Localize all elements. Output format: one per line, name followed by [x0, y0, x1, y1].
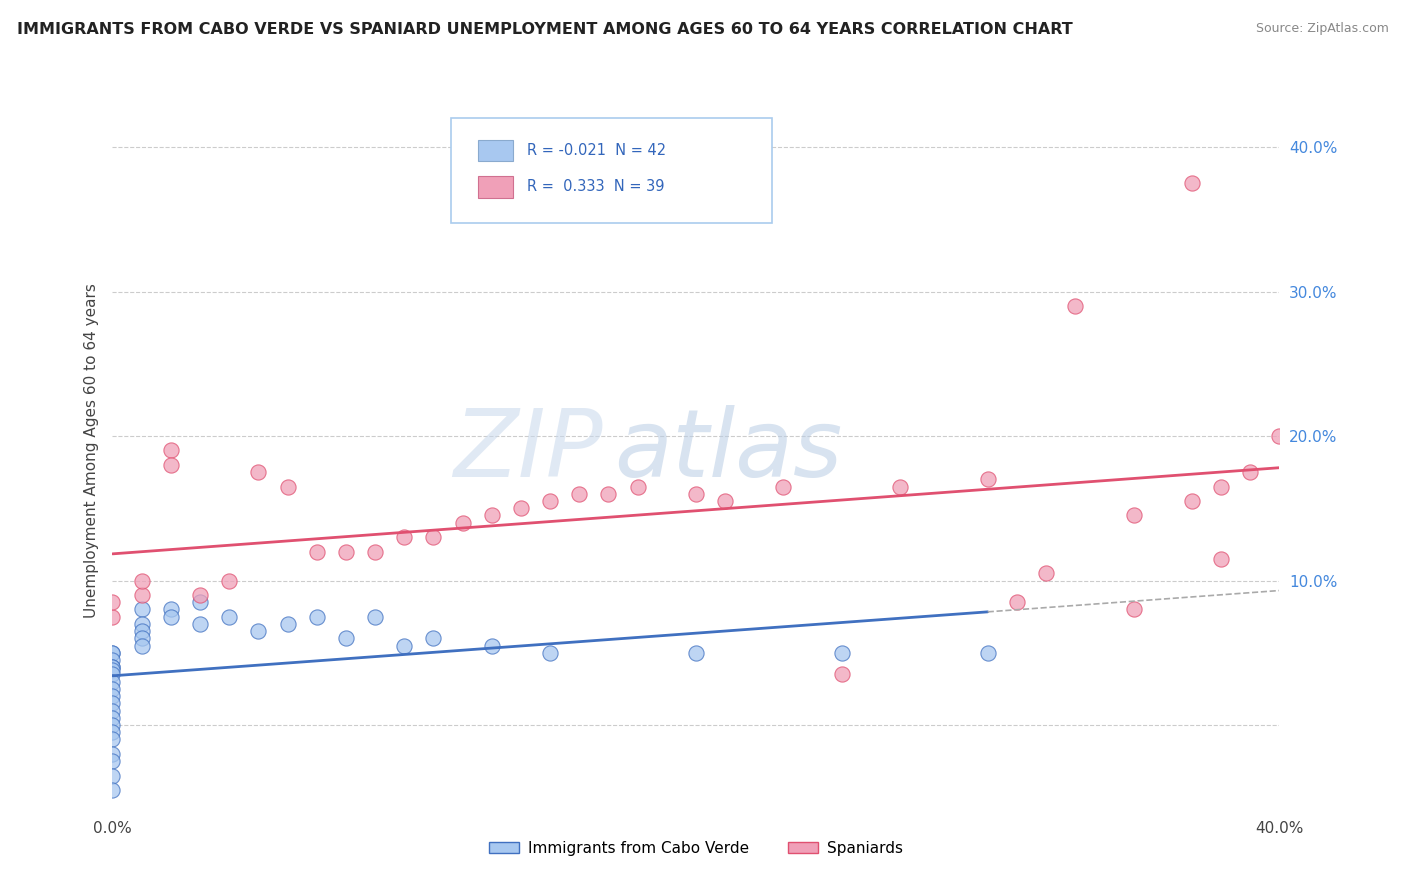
Point: [101, 696, 124, 710]
Point: [394, 639, 416, 653]
Point: [394, 530, 416, 544]
Point: [101, 732, 124, 747]
Point: [218, 574, 240, 588]
Text: ZIP: ZIP: [453, 405, 603, 496]
Point: [131, 588, 153, 602]
Text: R = -0.021  N = 42: R = -0.021 N = 42: [527, 143, 666, 158]
Point: [451, 516, 474, 530]
Point: [247, 624, 270, 639]
Text: atlas: atlas: [614, 405, 842, 496]
Point: [568, 487, 591, 501]
Point: [1122, 602, 1144, 616]
Point: [101, 660, 124, 674]
Point: [1209, 551, 1232, 566]
Point: [276, 616, 298, 631]
Point: [831, 667, 853, 681]
Point: [101, 653, 124, 667]
Point: [101, 667, 124, 681]
Point: [131, 639, 153, 653]
Point: [1005, 595, 1028, 609]
Point: [101, 674, 124, 689]
Point: [131, 632, 153, 646]
FancyBboxPatch shape: [478, 140, 513, 161]
Point: [101, 718, 124, 732]
Point: [1064, 299, 1087, 313]
Point: [714, 494, 737, 508]
Point: [305, 609, 328, 624]
Point: [364, 544, 387, 558]
Point: [131, 616, 153, 631]
Point: [101, 663, 124, 677]
Y-axis label: Unemployment Among Ages 60 to 64 years: Unemployment Among Ages 60 to 64 years: [83, 283, 98, 618]
Point: [1035, 566, 1057, 581]
Point: [422, 632, 444, 646]
Point: [481, 508, 503, 523]
Point: [1239, 465, 1261, 479]
Point: [1268, 429, 1291, 443]
Point: [101, 660, 124, 674]
Point: [101, 609, 124, 624]
Point: [276, 480, 298, 494]
Point: [1209, 480, 1232, 494]
Point: [188, 616, 211, 631]
Point: [101, 711, 124, 725]
FancyBboxPatch shape: [451, 118, 772, 223]
Point: [976, 646, 998, 660]
Point: [160, 602, 183, 616]
Point: [160, 458, 183, 472]
Point: [305, 544, 328, 558]
Point: [1122, 508, 1144, 523]
Point: [481, 639, 503, 653]
Point: [101, 783, 124, 797]
Point: [685, 646, 707, 660]
Point: [131, 574, 153, 588]
Point: [188, 588, 211, 602]
Point: [101, 725, 124, 739]
Text: IMMIGRANTS FROM CABO VERDE VS SPANIARD UNEMPLOYMENT AMONG AGES 60 TO 64 YEARS CO: IMMIGRANTS FROM CABO VERDE VS SPANIARD U…: [17, 22, 1073, 37]
Point: [772, 480, 794, 494]
Legend: Immigrants from Cabo Verde, Spaniards: Immigrants from Cabo Verde, Spaniards: [482, 835, 910, 862]
Point: [831, 646, 853, 660]
Point: [685, 487, 707, 501]
Point: [247, 465, 270, 479]
Point: [101, 646, 124, 660]
Point: [101, 681, 124, 696]
Point: [101, 646, 124, 660]
Text: Source: ZipAtlas.com: Source: ZipAtlas.com: [1256, 22, 1389, 36]
Point: [538, 646, 561, 660]
Point: [188, 595, 211, 609]
Point: [335, 544, 357, 558]
Point: [889, 480, 911, 494]
Point: [101, 704, 124, 718]
Point: [1181, 494, 1204, 508]
Point: [422, 530, 444, 544]
Point: [101, 595, 124, 609]
Point: [101, 689, 124, 703]
Point: [101, 769, 124, 783]
Point: [364, 609, 387, 624]
Text: R =  0.333  N = 39: R = 0.333 N = 39: [527, 179, 664, 194]
Point: [131, 624, 153, 639]
FancyBboxPatch shape: [478, 176, 513, 198]
Point: [218, 609, 240, 624]
Point: [101, 754, 124, 768]
Point: [509, 501, 531, 516]
Point: [131, 602, 153, 616]
Point: [335, 632, 357, 646]
Point: [160, 609, 183, 624]
Point: [538, 494, 561, 508]
Point: [101, 747, 124, 761]
Point: [598, 487, 620, 501]
Point: [627, 480, 650, 494]
Point: [976, 472, 998, 486]
Point: [1181, 176, 1204, 190]
Point: [160, 443, 183, 458]
